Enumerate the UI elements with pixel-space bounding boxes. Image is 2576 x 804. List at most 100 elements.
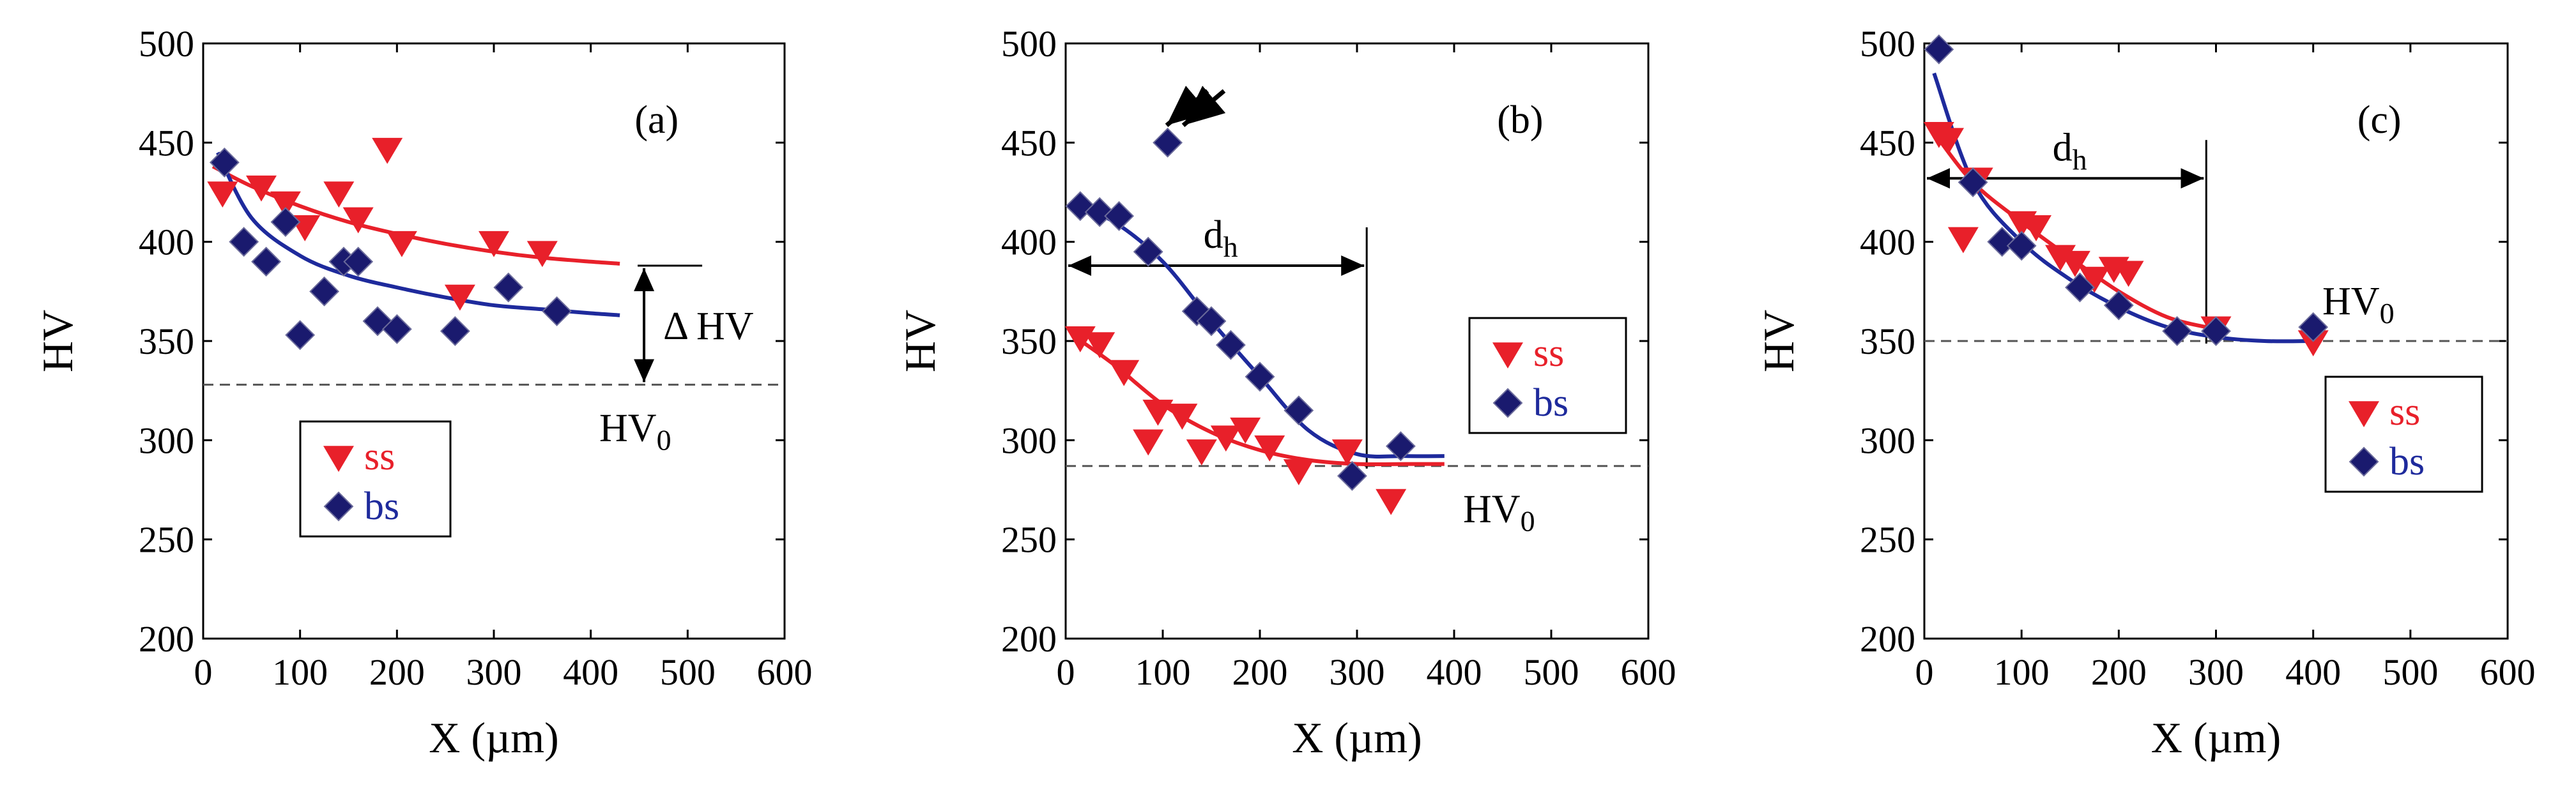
data-point-ss (1230, 417, 1261, 444)
baseline-label-sub: 0 (2380, 297, 2395, 330)
x-tick-label: 600 (2480, 651, 2536, 693)
data-point-bs (1196, 306, 1227, 337)
y-tick-label: 450 (1001, 122, 1057, 163)
data-point-bs (343, 247, 374, 277)
data-point-bs (2006, 231, 2037, 261)
panel-b: 200 250 300 350 400 450 500 0 100 200 300 400 500 600… (896, 23, 1676, 762)
data-point-ss (2079, 266, 2110, 293)
legend-marker-bs (323, 491, 354, 522)
data-point-bs (2298, 312, 2329, 342)
y-tick-label: 250 (1001, 519, 1057, 561)
data-point-ss (1167, 404, 1198, 430)
data-point-ss (526, 241, 558, 268)
data-point-bs (1385, 431, 1416, 462)
legend-label-bs: bs (1533, 381, 1568, 425)
y-tick-label: 350 (1860, 321, 1915, 362)
data-point-bs (1153, 127, 1183, 158)
legend-label-ss: ss (2389, 390, 2420, 434)
data-point-bs (493, 272, 524, 303)
legend-marker-bs (2349, 446, 2379, 477)
data-point-ss (1331, 439, 1363, 466)
data-point-ss (270, 191, 301, 218)
y-axis-label: HV (896, 310, 944, 372)
data-point-bs (1133, 236, 1163, 267)
y-axis-label: HV (33, 310, 82, 372)
data-point-ss (1210, 425, 1241, 452)
baseline-label: HV0 (599, 406, 671, 456)
data-point-bs (381, 314, 412, 344)
data-point-ss (479, 231, 509, 257)
data-point-bs (285, 320, 316, 351)
x-tick-label: 400 (563, 651, 618, 693)
legend-marker-bs (1492, 388, 1523, 418)
y-tick-label: 200 (1001, 618, 1057, 660)
x-axis-label: X (µm) (2151, 713, 2281, 762)
baseline-label: HV0 (1463, 488, 1535, 538)
x-tick-label: 300 (1330, 651, 1385, 693)
x-tick-label: 600 (757, 651, 813, 693)
x-tick-label: 200 (369, 651, 425, 693)
fit-curve-bs (216, 151, 620, 317)
panel-c: 200 250 300 350 400 450 500 0 100 200 300 400 500 600… (1754, 23, 2536, 762)
baseline-label-main: HV (599, 406, 657, 450)
legend-label-ss: ss (1533, 331, 1564, 375)
data-point-ss (386, 231, 417, 257)
dh-label-main: d (2053, 126, 2073, 169)
data-point-bs (1084, 197, 1115, 227)
x-axis-label: X (µm) (1292, 713, 1422, 762)
legend-label-bs: bs (364, 485, 399, 528)
x-tick-label: 100 (1135, 651, 1191, 693)
baseline-label-sub: 0 (657, 423, 671, 456)
x-tick-label: 0 (1915, 651, 1934, 693)
y-tick-label: 400 (1001, 222, 1057, 263)
data-point-bs (1958, 167, 1988, 197)
y-tick-label: 450 (139, 122, 194, 163)
data-point-ss (2020, 215, 2051, 241)
fit-curve-bs (1075, 204, 1445, 459)
x-tick-label: 500 (1524, 651, 1579, 693)
data-point-bs (1337, 460, 1367, 491)
data-point-ss (1133, 429, 1164, 456)
legend-box (2324, 375, 2483, 493)
data-point-bs (440, 316, 470, 346)
data-point-bs (1245, 361, 1275, 392)
y-tick-label: 400 (139, 222, 194, 263)
y-tick-label: 500 (1860, 23, 1915, 64)
data-point-bs (270, 207, 301, 238)
x-tick-label: 100 (272, 651, 328, 693)
data-point-bs (1284, 395, 1314, 426)
legend-label-bs: bs (2389, 440, 2425, 483)
y-axis-label: HV (1754, 310, 1803, 372)
highlight-arrow-2 (1181, 86, 1226, 127)
data-point-ss (342, 207, 374, 234)
data-point-ss (372, 137, 403, 164)
data-point-ss (444, 284, 475, 311)
delta-hv-label: Δ HV (663, 305, 754, 348)
data-point-ss (1283, 459, 1314, 485)
y-tick-label: 300 (1001, 420, 1057, 461)
baseline-label-main: HV (2322, 280, 2380, 323)
data-point-bs (1215, 330, 1246, 360)
data-point-bs (251, 247, 281, 277)
dh-label: dh (1204, 213, 1238, 263)
data-point-bs (362, 306, 393, 337)
baseline-label: HV0 (2322, 280, 2395, 330)
data-point-ss (2059, 250, 2090, 277)
data-point-bs (2065, 272, 2095, 303)
panel-label: (c) (2358, 98, 2402, 142)
data-point-ss (2113, 261, 2144, 287)
y-tick-label: 250 (139, 519, 194, 561)
data-point-bs (2103, 290, 2134, 321)
legend-marker-ss (2349, 401, 2379, 427)
y-tick-label: 500 (139, 23, 194, 64)
legend-box (299, 420, 452, 538)
data-point-ss (1947, 227, 1979, 254)
baseline-label-sub: 0 (1521, 505, 1535, 538)
y-tick-label: 300 (1860, 420, 1915, 461)
x-tick-label: 500 (2382, 651, 2438, 693)
x-tick-label: 300 (2188, 651, 2244, 693)
y-tick-label: 350 (1001, 321, 1057, 362)
data-point-bs (229, 227, 259, 257)
x-tick-label: 300 (466, 651, 522, 693)
